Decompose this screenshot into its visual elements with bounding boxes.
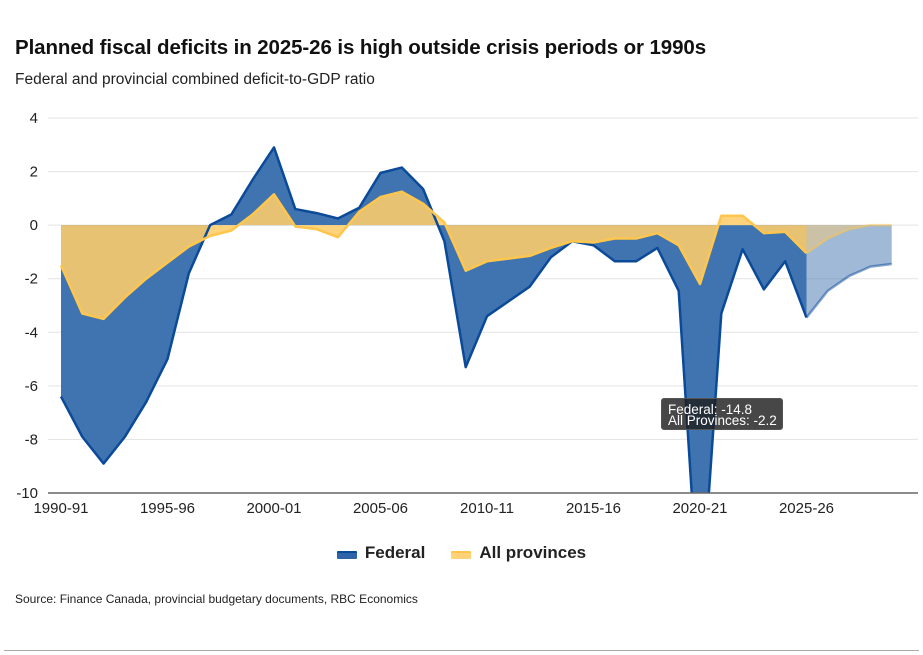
x-axis-ticks: 1990-91 1995-96 2000-01 2005-06 2010-11 2015-…: [33, 500, 834, 517]
provinces-line-projection: [805, 223, 892, 255]
provinces-swatch-icon: [451, 551, 472, 559]
chart-title: Planned fiscal deficits in 2025-26 is hi…: [15, 36, 707, 59]
plot-area: [59, 146, 892, 493]
provinces-area: [61, 191, 807, 319]
y-axis-ticks: 4 2 0 -2 -4 -6 -8 -10: [16, 110, 38, 502]
x-tick-label: 2020-21: [672, 500, 727, 517]
y-tick-label: -4: [25, 324, 38, 341]
y-tick-label: -6: [25, 378, 38, 395]
y-tick-label: 0: [30, 217, 38, 234]
legend-label-federal: Federal: [364, 543, 426, 562]
y-tick-label: -2: [25, 271, 38, 288]
provinces-area-projection: [806, 225, 892, 254]
source-note: Source: Finance Canada, provincial budge…: [15, 592, 418, 606]
hover-tooltip: Federal: -14.8 All Provinces: -2.2: [661, 398, 783, 430]
legend: Federal All provinces: [0, 543, 923, 563]
y-tick-label: -8: [25, 431, 38, 448]
federal-line-projection: [805, 262, 892, 319]
y-tick-label: 4: [30, 110, 38, 127]
legend-item-provinces[interactable]: All provinces: [451, 543, 586, 563]
tooltip-federal: Federal: -14.8: [668, 402, 753, 417]
y-tick-label: 2: [30, 164, 38, 181]
chart-subtitle: Federal and provincial combined deficit-…: [15, 71, 375, 88]
provinces-line: [59, 190, 808, 321]
federal-area-projection: [806, 225, 892, 318]
legend-item-federal[interactable]: Federal: [336, 543, 426, 563]
x-tick-label: 2000-01: [246, 500, 301, 517]
x-tick-label: 2025-26: [779, 500, 834, 517]
legend-label-provinces: All provinces: [479, 543, 587, 562]
bottom-divider: [4, 650, 919, 651]
federal-swatch-icon: [336, 551, 357, 559]
federal-line: [59, 146, 808, 493]
area-chart: 4 2 0 -2 -4 -6 -8 -10 1990-91 1995-96 2000-01 2005…: [16, 110, 918, 517]
x-tick-label: 2015-16: [566, 500, 621, 517]
x-tick-label: 1990-91: [33, 500, 88, 517]
gridlines: [48, 117, 918, 440]
x-tick-label: 2005-06: [353, 500, 408, 517]
x-tick-label: 1995-96: [140, 500, 195, 517]
y-tick-label: -10: [16, 485, 38, 502]
tooltip-provinces: All Provinces: -2.2: [668, 413, 777, 428]
x-tick-label: 2010-11: [460, 500, 514, 517]
